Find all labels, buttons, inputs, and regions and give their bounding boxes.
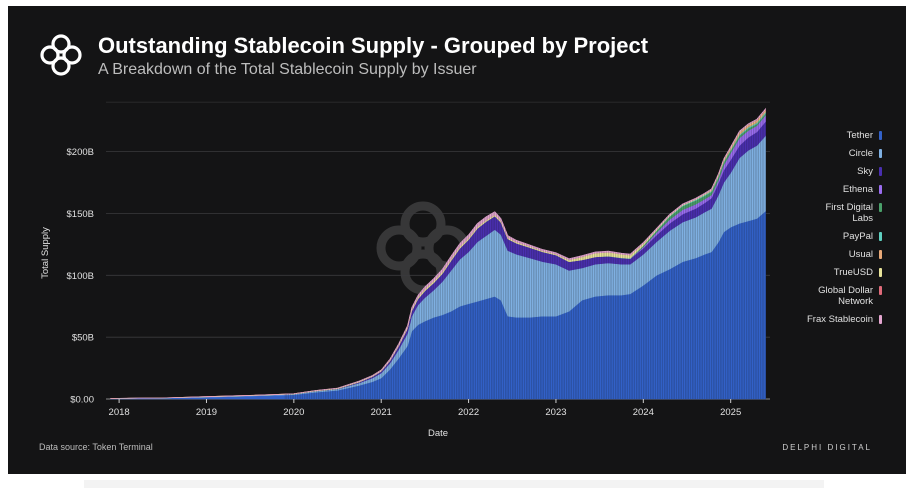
y-axis: $0.00 $50B $100B $150B $200B xyxy=(67,147,94,405)
y-tick-label: $0.00 xyxy=(70,395,94,406)
legend-item: Ethena xyxy=(782,184,882,195)
legend-label: Tether xyxy=(846,130,873,141)
legend-swatch xyxy=(879,149,882,158)
chart-areas xyxy=(110,107,766,400)
legend-label: Usual xyxy=(848,249,873,260)
y-tick-label: $50B xyxy=(72,333,94,344)
delphi-knot-logo-icon xyxy=(40,34,82,76)
legend-label: PayPal xyxy=(842,231,873,242)
y-tick-label: $150B xyxy=(67,209,94,220)
legend-item: Usual xyxy=(782,249,882,260)
legend-label: TrueUSD xyxy=(833,267,873,278)
x-tick-label: 2023 xyxy=(545,407,566,418)
legend-item: PayPal xyxy=(782,231,882,242)
legend-item: Sky xyxy=(782,166,882,177)
legend-swatch xyxy=(879,286,882,295)
x-tick-label: 2021 xyxy=(371,407,392,418)
legend-label: Frax Stablecoin xyxy=(806,314,873,325)
legend-label: Global Dollar Network xyxy=(818,285,873,307)
legend-swatch xyxy=(879,315,882,324)
legend-item: Circle xyxy=(782,148,882,159)
legend-label: Sky xyxy=(857,166,873,177)
legend-swatch xyxy=(879,203,882,212)
legend-swatch xyxy=(879,131,882,140)
x-tick-label: 2025 xyxy=(720,407,741,418)
bottom-scroll-strip xyxy=(84,480,824,488)
brand-wordmark: DELPHI DIGITAL xyxy=(782,443,872,452)
legend-label: Circle xyxy=(848,148,873,159)
data-source-note: Data source: Token Terminal xyxy=(39,442,153,452)
x-tick-label: 2024 xyxy=(633,407,654,418)
legend-swatch xyxy=(879,232,882,241)
chart-legend: Tether Circle Sky Ethena First Digital Labs Pa… xyxy=(782,130,882,332)
legend-item: Tether xyxy=(782,130,882,141)
legend-swatch xyxy=(879,250,882,259)
legend-swatch xyxy=(879,268,882,277)
chart-card: Outstanding Stablecoin Supply - Grouped … xyxy=(8,6,906,474)
legend-label: First Digital Labs xyxy=(825,202,873,224)
y-tick-label: $100B xyxy=(67,271,94,282)
chart-title: Outstanding Stablecoin Supply - Grouped … xyxy=(98,33,649,58)
x-tick-label: 2019 xyxy=(196,407,217,418)
y-tick-label: $200B xyxy=(67,147,94,158)
x-tick-label: 2018 xyxy=(109,407,130,418)
legend-item: Frax Stablecoin xyxy=(782,314,882,325)
chart-bar-texture xyxy=(284,108,766,399)
legend-label: Ethena xyxy=(842,184,873,195)
legend-swatch xyxy=(879,167,882,176)
y-axis-title: Total Supply xyxy=(40,227,51,279)
x-axis: 2018 2019 2020 2021 2022 2023 2024 2025 xyxy=(109,399,741,418)
x-tick-label: 2022 xyxy=(458,407,479,418)
legend-swatch xyxy=(879,185,882,194)
legend-item: TrueUSD xyxy=(782,267,882,278)
legend-item: First Digital Labs xyxy=(782,202,882,224)
chart-subtitle: A Breakdown of the Total Stablecoin Supp… xyxy=(98,61,477,78)
x-tick-label: 2020 xyxy=(283,407,304,418)
legend-item: Global Dollar Network xyxy=(782,285,882,307)
x-axis-title: Date xyxy=(428,428,448,439)
stacked-area-chart: $0.00 $50B $100B $150B $200B 2018 2019 2020 202… xyxy=(40,101,770,439)
